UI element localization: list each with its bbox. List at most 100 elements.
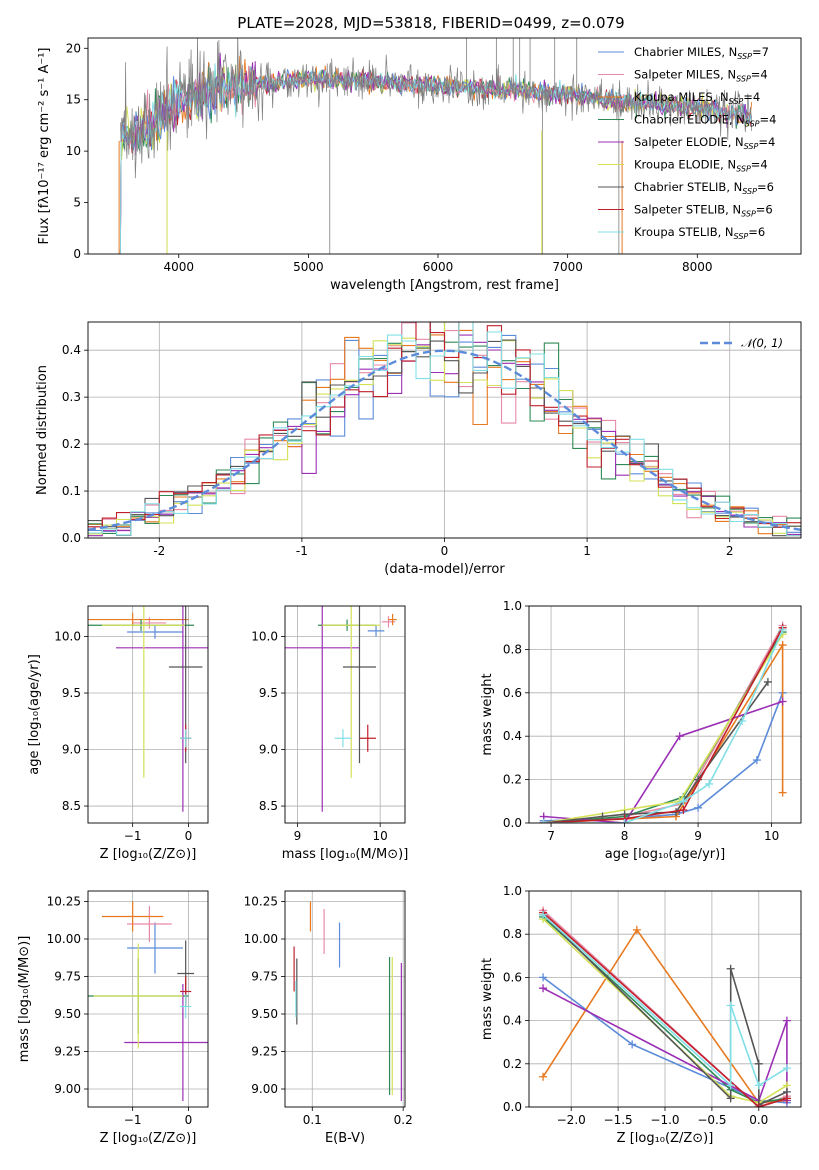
legend-label: Kroupa STELIB, NSSP=6 <box>634 225 765 241</box>
y-tick-label: 0.1 <box>62 484 81 498</box>
x-tick-label: −0.5 <box>697 1113 726 1127</box>
x-tick-label: −1.0 <box>650 1113 679 1127</box>
axes-frame <box>528 890 802 1108</box>
y-tick-label: 1.0 <box>503 884 522 898</box>
plot-area <box>539 621 787 823</box>
y-tick-label: 0.0 <box>503 1100 522 1114</box>
series-marker <box>539 819 548 823</box>
legend-label: Chabrier ELODIE, NSSP=4 <box>634 113 776 129</box>
panel-spectrum: 4000 5000 6000 7000 8000 0 5 10 15 20 wavelength [… <box>37 37 802 293</box>
y-tick-label: 9.5 <box>259 686 278 700</box>
y-tick-label: 0.0 <box>503 816 522 830</box>
y-tick-label: 9.75 <box>251 970 278 984</box>
series-line <box>542 916 788 1104</box>
panel-age-Z: −1 0 8.5 9.0 9.5 10.0 Z [log₁₀(Z/Z⊙)] age [log₁… <box>27 605 209 862</box>
panel-age-mass: 9 10 8.5 9.0 9.5 10.0 mass [log₁₀(M/M⊙)] <box>251 605 409 862</box>
y-tick-label: 0.4 <box>503 729 522 743</box>
y-tick-label: 0.8 <box>503 927 522 941</box>
series-marker <box>539 984 548 993</box>
plot-area <box>88 901 208 1101</box>
y-tick-label: 9.0 <box>62 743 81 757</box>
y-axis-label: age [log₁₀(age/yr)] <box>27 654 42 775</box>
legend-label: 𝒩(0, 1) <box>741 336 783 350</box>
x-tick-label: 0 <box>441 544 449 558</box>
x-tick-label: 1 <box>583 544 591 558</box>
y-tick-label: 1.0 <box>503 599 522 613</box>
series-marker <box>679 805 688 814</box>
y-tick-label: 0.4 <box>503 1014 522 1028</box>
y-tick-label: 9.00 <box>251 1082 278 1096</box>
series-line <box>543 633 784 823</box>
gaussian-curve <box>88 349 801 531</box>
series-marker <box>782 1094 791 1103</box>
x-tick-label: 9 <box>294 829 302 843</box>
series-line <box>542 928 787 1104</box>
axes-frame <box>528 605 802 824</box>
y-tick-label: 9.0 <box>259 743 278 757</box>
y-axis-label: mass [log₁₀(M/M⊙)] <box>17 936 32 1063</box>
y-tick-label: 0.3 <box>62 390 81 404</box>
x-axis-label: E(B-V) <box>325 1131 365 1146</box>
series-marker <box>539 910 548 919</box>
x-tick-label: -2 <box>153 544 165 558</box>
panel-residuals: -2 -1 0 1 2 0.0 0.1 0.2 0.3 0.4 (data-model)/error… <box>35 321 802 577</box>
panel-mass-ebv: 0.1 0.2 9.00 9.25 9.50 9.75 10.00 10.25 E(B-V) <box>244 890 413 1146</box>
series-marker <box>539 1072 548 1081</box>
y-axis-label: mass weight <box>480 958 495 1040</box>
x-axis-label: Z [log₁₀(Z/Z⊙)] <box>617 1131 714 1146</box>
x-tick-label: -1 <box>296 544 308 558</box>
axes-frame <box>87 605 209 824</box>
series-marker <box>632 925 641 934</box>
plot-area <box>285 606 397 812</box>
series-line <box>542 912 788 1107</box>
y-tick-label: 9.50 <box>54 1007 81 1021</box>
y-tick-label: 0.2 <box>503 1057 522 1071</box>
y-tick-label: 10.0 <box>54 630 81 644</box>
axes-frame <box>284 890 406 1108</box>
x-tick-label: −1 <box>124 829 142 843</box>
series-marker <box>539 973 548 982</box>
axes-frame <box>87 37 802 255</box>
y-tick-label: 0.2 <box>503 773 522 787</box>
figure-title: PLATE=2028, MJD=53818, FIBERID=0499, z=0… <box>237 14 624 32</box>
y-tick-label: 9.75 <box>54 970 81 984</box>
y-tick-label: 10.25 <box>244 895 278 909</box>
series-marker <box>754 1081 763 1090</box>
plot-area <box>293 901 402 1101</box>
y-tick-label: 9.25 <box>251 1045 278 1059</box>
series-marker <box>675 732 684 741</box>
series-line <box>542 987 788 1102</box>
x-tick-label: −1.5 <box>604 1113 633 1127</box>
legend-label: Salpeter STELIB, NSSP=6 <box>634 203 773 219</box>
x-axis-label: mass [log₁₀(M/M⊙)] <box>282 847 409 862</box>
x-tick-label: 0 <box>185 1113 193 1127</box>
legend-label: Salpeter MILES, NSSP=4 <box>634 68 768 84</box>
series-marker <box>778 697 787 706</box>
y-tick-label: 10.00 <box>47 932 81 946</box>
y-tick-label: 10.25 <box>47 895 81 909</box>
x-axis-label: (data-model)/error <box>384 562 505 577</box>
series-marker <box>754 1103 763 1107</box>
plot-area <box>88 606 208 812</box>
x-tick-label: 0 <box>185 829 193 843</box>
x-tick-label: 7 <box>547 829 555 843</box>
series-marker <box>726 1081 735 1090</box>
panel-weight-age: 7 8 9 10 0.0 0.2 0.4 0.6 0.8 1.0 age [log₁₀(age/yr… <box>480 599 802 862</box>
y-tick-label: 9.25 <box>54 1045 81 1059</box>
x-tick-label: −2.0 <box>557 1113 586 1127</box>
series-line <box>543 627 784 823</box>
legend-label: Kroupa MILES, NSSP=4 <box>634 90 760 106</box>
x-tick-label: 10 <box>764 829 779 843</box>
y-tick-label: 0.4 <box>62 343 81 357</box>
axes-frame <box>87 890 209 1108</box>
y-tick-label: 8.5 <box>62 799 81 813</box>
plot-area <box>539 906 791 1107</box>
y-tick-label: 9.00 <box>54 1082 81 1096</box>
series-marker <box>628 1040 637 1049</box>
y-tick-label: 5 <box>73 196 81 210</box>
x-tick-label: 8 <box>621 829 629 843</box>
y-tick-label: 0.0 <box>62 531 81 545</box>
series-marker <box>694 803 703 812</box>
series-marker <box>726 1094 735 1103</box>
series-marker <box>754 1059 763 1068</box>
